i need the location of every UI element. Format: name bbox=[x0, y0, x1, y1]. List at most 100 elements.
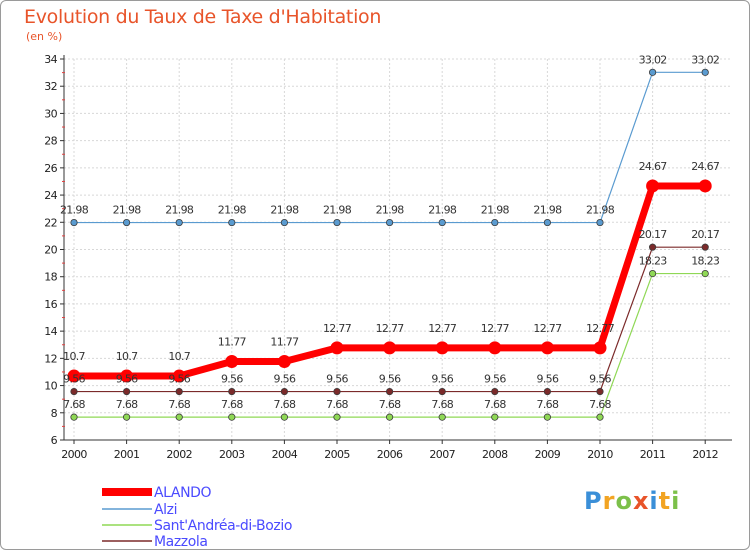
x-tick-label: 2012 bbox=[692, 448, 718, 461]
y-tick-label: 28 bbox=[44, 135, 57, 148]
data-label: 9.56 bbox=[537, 373, 559, 386]
data-label: 9.56 bbox=[379, 373, 401, 386]
data-label: 7.68 bbox=[116, 398, 138, 411]
data-point bbox=[438, 218, 446, 227]
data-point bbox=[120, 369, 134, 383]
y-tick-label: 16 bbox=[44, 298, 57, 311]
x-tick-label: 2003 bbox=[219, 448, 245, 461]
data-point bbox=[543, 387, 552, 396]
data-point bbox=[435, 341, 449, 355]
data-point bbox=[175, 413, 183, 421]
data-label: 21.98 bbox=[218, 204, 247, 217]
y-tick-label: 12 bbox=[44, 352, 57, 365]
data-label: 7.68 bbox=[484, 398, 506, 411]
data-point bbox=[648, 269, 657, 278]
data-label: 33.02 bbox=[639, 53, 667, 66]
data-label: 9.56 bbox=[431, 373, 453, 386]
y-tick-label: 34 bbox=[44, 53, 57, 66]
chart-title: Evolution du Taux de Taxe d'Habitation bbox=[24, 6, 382, 28]
data-label: 7.68 bbox=[168, 398, 190, 411]
data-point bbox=[277, 354, 291, 368]
data-label: 7.68 bbox=[589, 398, 611, 411]
data-label: 9.56 bbox=[274, 373, 296, 386]
data-point bbox=[228, 413, 236, 421]
data-label: 18.23 bbox=[691, 255, 720, 268]
data-point bbox=[488, 341, 502, 355]
y-tick-label: 20 bbox=[44, 244, 57, 257]
data-point bbox=[385, 413, 394, 421]
data-point bbox=[70, 413, 78, 421]
y-tick-label: 22 bbox=[44, 216, 57, 229]
y-tick-label: 18 bbox=[44, 271, 57, 284]
proxiti-logo: Proxiti bbox=[584, 487, 680, 515]
x-tick-label: 2010 bbox=[587, 448, 613, 461]
y-tick-label: 10 bbox=[44, 380, 57, 393]
data-label: 10.7 bbox=[116, 350, 138, 363]
data-point bbox=[333, 413, 341, 421]
data-point bbox=[280, 387, 288, 396]
data-point bbox=[438, 413, 446, 421]
x-tick-label: 2008 bbox=[482, 448, 508, 461]
logo-letter: r bbox=[602, 487, 616, 515]
data-label: 9.56 bbox=[63, 373, 85, 386]
data-label: 21.98 bbox=[113, 204, 142, 217]
data-label: 11.77 bbox=[218, 335, 247, 348]
x-tick-label: 2011 bbox=[640, 448, 666, 461]
data-label: 12.77 bbox=[586, 322, 615, 335]
data-label: 9.56 bbox=[589, 373, 611, 386]
y-tick-label: 24 bbox=[44, 189, 57, 202]
data-label: 24.67 bbox=[639, 160, 668, 173]
x-tick-label: 2004 bbox=[272, 448, 298, 461]
data-label: 7.68 bbox=[537, 398, 559, 411]
data-point bbox=[698, 179, 712, 193]
x-tick-label: 2006 bbox=[377, 448, 403, 461]
data-point bbox=[596, 413, 604, 421]
data-label: 9.56 bbox=[484, 373, 506, 386]
data-point bbox=[491, 387, 499, 396]
data-point bbox=[540, 341, 554, 355]
data-label: 21.98 bbox=[428, 204, 457, 217]
data-label: 7.68 bbox=[221, 398, 243, 411]
data-point bbox=[491, 413, 499, 421]
chart-subtitle: (en %) bbox=[26, 30, 63, 43]
data-label: 21.98 bbox=[270, 204, 299, 217]
data-point bbox=[648, 68, 657, 76]
data-label: 12.77 bbox=[428, 322, 457, 335]
data-label: 11.77 bbox=[270, 335, 299, 348]
data-point bbox=[701, 68, 709, 76]
data-label: 9.56 bbox=[221, 373, 243, 386]
data-point bbox=[330, 341, 344, 355]
data-point bbox=[70, 218, 78, 227]
legend-label: Mazzola bbox=[154, 534, 208, 550]
data-point bbox=[123, 387, 131, 396]
data-label: 33.02 bbox=[691, 53, 719, 66]
data-label: 20.17 bbox=[691, 228, 720, 241]
data-label: 18.23 bbox=[639, 255, 668, 268]
data-point bbox=[123, 413, 131, 421]
data-label: 9.56 bbox=[116, 373, 138, 386]
logo-letter: o bbox=[615, 487, 633, 515]
y-tick-label: 8 bbox=[51, 407, 58, 420]
y-tick-label: 32 bbox=[44, 80, 57, 93]
logo-letter: x bbox=[632, 487, 650, 515]
data-label: 7.68 bbox=[326, 398, 348, 411]
data-label: 21.98 bbox=[323, 204, 352, 217]
data-label: 10.7 bbox=[168, 350, 190, 363]
data-point bbox=[228, 218, 236, 227]
data-point bbox=[385, 387, 394, 396]
x-tick-label: 2007 bbox=[429, 448, 455, 461]
y-tick-label: 30 bbox=[44, 107, 57, 120]
data-label: 12.77 bbox=[323, 322, 352, 335]
data-label: 24.67 bbox=[691, 160, 720, 173]
logo-letter: P bbox=[584, 487, 603, 515]
data-point bbox=[225, 354, 239, 368]
data-label: 12.77 bbox=[533, 322, 562, 335]
y-tick-label: 26 bbox=[44, 162, 57, 175]
data-point bbox=[438, 387, 446, 396]
y-tick-label: 6 bbox=[51, 434, 58, 447]
data-point bbox=[383, 341, 397, 355]
x-tick-label: 2005 bbox=[324, 448, 350, 461]
x-tick-label: 2000 bbox=[61, 448, 87, 461]
logo-letter: i bbox=[649, 487, 659, 515]
